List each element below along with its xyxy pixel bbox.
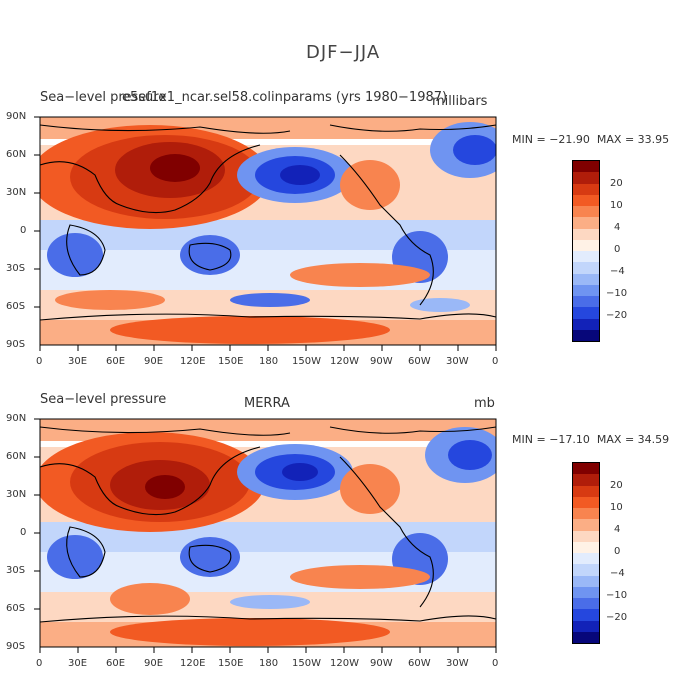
panel2-title-center: MERRA <box>244 396 290 411</box>
panel2-map <box>34 418 497 653</box>
lat-tick: 60S <box>6 603 26 614</box>
lon-tick: 120W <box>330 356 359 367</box>
lon-tick: 90E <box>144 356 164 367</box>
colorbar-swatch <box>573 217 599 229</box>
lat-tick: 60N <box>6 149 27 160</box>
lon-tick: 150E <box>218 356 244 367</box>
lon-tick: 120W <box>330 658 359 669</box>
lon-tick: 180 <box>259 356 279 367</box>
lon-tick: 180 <box>259 658 279 669</box>
colorbar-swatch <box>573 183 599 195</box>
figure-title: DJF−JJA <box>306 42 381 63</box>
colorbar-swatch <box>573 161 599 173</box>
colorbar-swatch <box>573 284 599 296</box>
colorbar-label: 0 <box>614 244 621 255</box>
colorbar-swatch <box>573 318 599 330</box>
colorbar-swatch <box>573 586 599 598</box>
lon-tick: 60E <box>106 356 126 367</box>
colorbar-label: 10 <box>610 200 623 211</box>
colorbar-swatch <box>573 463 599 475</box>
panel1-map <box>34 116 497 351</box>
lon-tick: 30E <box>68 356 88 367</box>
colorbar-swatch <box>573 329 599 341</box>
lon-tick: 0 <box>36 658 43 669</box>
colorbar-swatch <box>573 251 599 263</box>
colorbar-swatch <box>573 553 599 565</box>
colorbar-swatch <box>573 474 599 486</box>
colorbar-swatch <box>573 609 599 621</box>
colorbar-swatch <box>573 496 599 508</box>
lon-tick: 30W <box>446 658 469 669</box>
lon-tick: 0 <box>492 658 499 669</box>
colorbar-label: −20 <box>606 310 628 321</box>
panel2-title-left: Sea−level pressure <box>40 392 167 407</box>
colorbar-swatch <box>573 541 599 553</box>
panel1-minmax: MIN = −21.90 MAX = 33.95 <box>512 133 670 146</box>
panel1-title-center: e5ef1x1_ncar.sel58.colinparams (yrs 1980… <box>122 90 448 105</box>
colorbar-swatch <box>573 485 599 497</box>
panel2-units: mb <box>474 396 495 411</box>
panel2-colorbar <box>572 462 600 644</box>
panel1-title-left: Sea−level pressure <box>40 90 167 105</box>
colorbar-label: 20 <box>610 178 623 189</box>
colorbar-swatch <box>573 194 599 206</box>
colorbar-label: −10 <box>606 590 628 601</box>
lon-tick: 0 <box>492 356 499 367</box>
colorbar-swatch <box>573 530 599 542</box>
colorbar-label: 0 <box>614 546 621 557</box>
lat-tick: 30N <box>6 187 27 198</box>
lat-tick: 90S <box>6 641 26 652</box>
lon-tick: 60W <box>408 356 431 367</box>
lon-tick: 90E <box>144 658 164 669</box>
lat-tick: 60N <box>6 451 27 462</box>
lon-tick: 30E <box>68 658 88 669</box>
colorbar-swatch <box>573 519 599 531</box>
colorbar-swatch <box>573 228 599 240</box>
lon-tick: 90W <box>370 658 393 669</box>
lon-tick: 150W <box>292 356 321 367</box>
lon-tick: 150W <box>292 658 321 669</box>
colorbar-swatch <box>573 296 599 308</box>
lat-tick: 30S <box>6 263 26 274</box>
lat-tick: 0 <box>20 527 27 538</box>
colorbar-swatch <box>573 172 599 184</box>
colorbar-swatch <box>573 273 599 285</box>
lon-tick: 60E <box>106 658 126 669</box>
lat-tick: 0 <box>20 225 27 236</box>
colorbar-swatch <box>573 631 599 643</box>
colorbar-label: −20 <box>606 612 628 623</box>
colorbar-label: 4 <box>614 222 621 233</box>
lon-tick: 120E <box>180 658 206 669</box>
colorbar-label: −10 <box>606 288 628 299</box>
lat-tick: 90N <box>6 413 27 424</box>
panel1-colorbar <box>572 160 600 342</box>
lon-tick: 60W <box>408 658 431 669</box>
colorbar-swatch <box>573 262 599 274</box>
lat-tick: 90S <box>6 339 26 350</box>
colorbar-swatch <box>573 307 599 319</box>
colorbar-label: 4 <box>614 524 621 535</box>
colorbar-swatch <box>573 620 599 632</box>
lon-tick: 90W <box>370 356 393 367</box>
colorbar-label: 20 <box>610 480 623 491</box>
colorbar-swatch <box>573 239 599 251</box>
panel2-minmax: MIN = −17.10 MAX = 34.59 <box>512 433 670 446</box>
lon-tick: 120E <box>180 356 206 367</box>
colorbar-swatch <box>573 206 599 218</box>
colorbar-swatch <box>573 508 599 520</box>
colorbar-swatch <box>573 598 599 610</box>
colorbar-label: −4 <box>610 266 625 277</box>
lat-tick: 30N <box>6 489 27 500</box>
lat-tick: 60S <box>6 301 26 312</box>
colorbar-swatch <box>573 575 599 587</box>
lon-tick: 150E <box>218 658 244 669</box>
colorbar-label: −4 <box>610 568 625 579</box>
lat-tick: 90N <box>6 111 27 122</box>
lat-tick: 30S <box>6 565 26 576</box>
panel1-units: millibars <box>432 94 488 109</box>
lon-tick: 30W <box>446 356 469 367</box>
colorbar-label: 10 <box>610 502 623 513</box>
lon-tick: 0 <box>36 356 43 367</box>
colorbar-swatch <box>573 564 599 576</box>
